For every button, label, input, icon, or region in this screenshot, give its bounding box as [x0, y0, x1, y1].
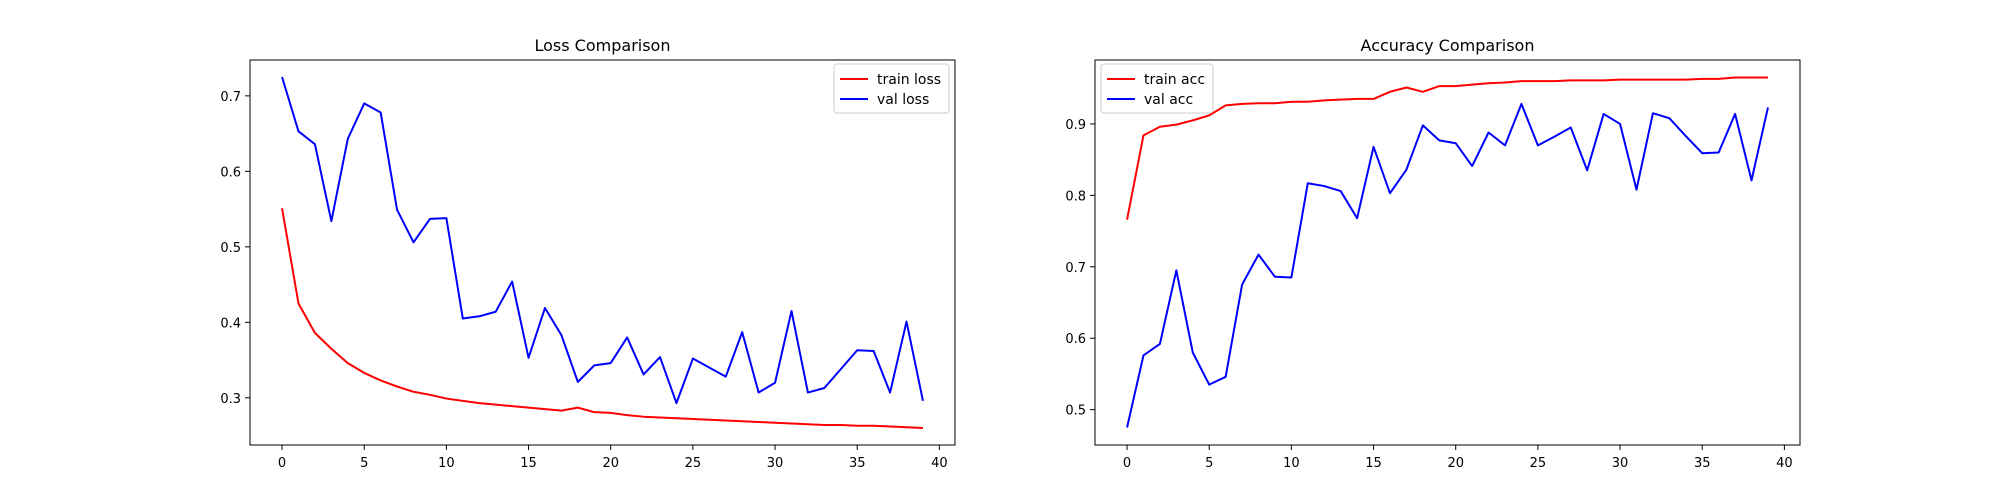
loss-x-tick-label: 35 — [849, 456, 866, 471]
loss-x-tick-label: 40 — [931, 456, 948, 471]
acc-x-tick-label: 10 — [1283, 456, 1300, 471]
series-line-train-acc — [1126, 76, 1768, 220]
accuracy-chart-legend: train acc val acc — [1100, 63, 1214, 114]
loss-x-tick-label: 30 — [767, 456, 784, 471]
loss-chart-panel: Loss Comparison 0 5 10 15 20 25 30 35 40 0.3 0.4 0.… — [220, 36, 956, 471]
loss-legend-box — [833, 63, 950, 114]
accuracy-chart-title: Accuracy Comparison — [1361, 36, 1535, 55]
series-line-val-loss — [281, 76, 924, 405]
loss-y-tick-label: 0.5 — [220, 241, 241, 256]
loss-x-tick-label: 10 — [438, 456, 455, 471]
acc-x-tick-label: 40 — [1776, 456, 1793, 471]
acc-y-tick-label: 0.6 — [1065, 332, 1086, 347]
acc-x-tick-label: 35 — [1694, 456, 1711, 471]
accuracy-legend-box — [1100, 63, 1214, 114]
acc-y-tick-label: 0.8 — [1065, 189, 1086, 204]
loss-axes-frame — [249, 59, 956, 446]
acc-x-tick-label: 20 — [1447, 456, 1464, 471]
legend-label-val-loss: val loss — [877, 92, 929, 108]
loss-y-tick-label: 0.6 — [220, 165, 241, 180]
loss-y-tick-label: 0.7 — [220, 90, 241, 105]
acc-x-tick-label: 5 — [1205, 456, 1213, 471]
acc-x-tick-label: 0 — [1123, 456, 1131, 471]
legend-label-val-acc: val acc — [1144, 92, 1193, 108]
acc-x-tick-label: 15 — [1365, 456, 1382, 471]
legend-label-train-acc: train acc — [1144, 72, 1205, 88]
acc-x-tick-label: 30 — [1612, 456, 1629, 471]
acc-axes-frame — [1094, 59, 1801, 446]
loss-y-tick-label: 0.4 — [220, 316, 241, 331]
loss-chart-legend: train loss val loss — [833, 63, 950, 114]
acc-y-tick-label: 0.7 — [1065, 261, 1086, 276]
loss-chart-title: Loss Comparison — [535, 36, 671, 55]
loss-x-tick-label: 0 — [278, 456, 286, 471]
accuracy-chart-panel: Accuracy Comparison 0 5 10 15 20 25 30 35 400.50… — [1065, 36, 1801, 471]
loss-y-tick-label: 0.3 — [220, 392, 241, 407]
loss-x-tick-label: 25 — [685, 456, 702, 471]
acc-y-tick-label: 0.5 — [1065, 404, 1086, 419]
acc-y-tick-label: 0.9 — [1065, 118, 1086, 133]
loss-x-tick-label: 15 — [520, 456, 537, 471]
series-line-train-loss — [281, 208, 923, 430]
acc-x-tick-label: 25 — [1530, 456, 1547, 471]
loss-x-tick-label: 5 — [360, 456, 368, 471]
accuracy-chart-plot-area: 0 5 10 15 20 25 30 35 40 0.5 0.6 0.7 0.8 0.9 — [1065, 59, 1801, 471]
loss-x-tick-label: 20 — [602, 456, 619, 471]
legend-label-train-loss: train loss — [877, 72, 941, 88]
series-line-val-acc — [1126, 102, 1769, 428]
loss-chart-plot-area: 0 5 10 15 20 25 30 35 40 0.3 0.4 0.5 0.6 0.7 — [220, 59, 956, 471]
